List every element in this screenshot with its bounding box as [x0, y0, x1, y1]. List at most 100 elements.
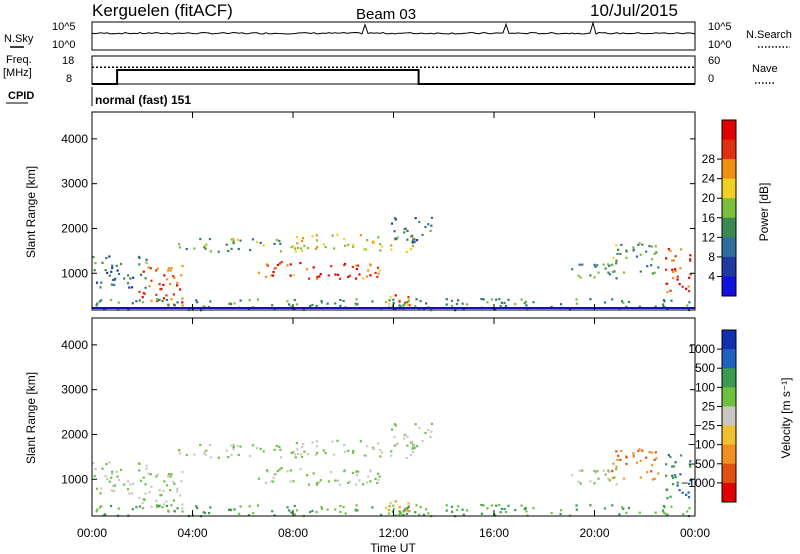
power-cell	[414, 217, 417, 220]
velocity-cell	[689, 479, 692, 482]
velocity-cell	[376, 472, 380, 475]
velocity-cell	[366, 445, 369, 448]
power-cell	[319, 273, 322, 276]
power-cell	[603, 301, 607, 304]
power-cell	[620, 243, 623, 247]
power-cell	[248, 299, 251, 302]
power-cell	[354, 277, 358, 280]
velocity-cell	[632, 455, 635, 458]
velocity-cell	[457, 505, 460, 508]
velocity-cell	[648, 450, 651, 454]
velocity-cell	[207, 511, 211, 515]
power-cell	[380, 245, 384, 248]
velocity-cell	[138, 462, 141, 465]
power-cell	[279, 242, 282, 245]
velocity-cell	[514, 508, 517, 512]
velocity-cell	[280, 466, 283, 470]
power-cell	[657, 266, 660, 269]
velocity-cell	[138, 505, 141, 508]
colorbar-tick-label: 4	[708, 269, 715, 283]
velocity-cell	[145, 464, 148, 467]
velocity-cell	[172, 480, 175, 484]
velocity-cell	[320, 507, 324, 510]
power-cell	[671, 268, 674, 271]
velocity-cell	[292, 451, 295, 454]
velocity-cell	[162, 489, 165, 493]
velocity-cell	[301, 443, 305, 446]
velocity-cell	[413, 444, 416, 447]
power-cell	[293, 298, 296, 302]
power-cell	[100, 281, 103, 284]
power-cell	[525, 304, 528, 307]
velocity-cell	[451, 510, 454, 513]
power-cell	[272, 270, 275, 274]
velocity-cell	[289, 480, 292, 483]
power-cell	[672, 270, 675, 274]
power-cell	[391, 304, 394, 307]
power-cell	[685, 287, 688, 290]
velocity-cell	[389, 502, 392, 505]
velocity-cell	[117, 507, 120, 510]
power-cell	[150, 279, 153, 282]
velocity-cell	[141, 507, 145, 510]
velocity-cell	[607, 477, 610, 480]
power-cell	[689, 254, 692, 257]
power-cell	[550, 305, 553, 309]
power-cell	[119, 262, 123, 266]
velocity-cell	[185, 453, 188, 457]
velocity-cell	[300, 445, 304, 449]
velocity-cell	[279, 448, 282, 451]
velocity-cell	[388, 505, 391, 508]
velocity-cell	[170, 504, 173, 507]
power-cell	[672, 259, 675, 262]
power-cell	[575, 302, 578, 305]
velocity-cell	[379, 455, 382, 458]
power-cell	[320, 300, 323, 303]
colorbar-segment	[722, 387, 736, 407]
velocity-cell	[611, 504, 614, 507]
velocity-cell	[336, 439, 339, 442]
power-cell	[273, 308, 276, 311]
power-cell	[105, 256, 108, 260]
power-cell	[602, 263, 605, 266]
velocity-cell	[99, 492, 102, 495]
power-cell	[641, 243, 644, 246]
velocity-cell	[581, 469, 584, 472]
velocity-cell	[306, 474, 309, 477]
power-cell	[256, 298, 260, 301]
velocity-cell	[639, 476, 642, 479]
velocity-cell	[594, 471, 597, 474]
velocity-cell	[339, 504, 342, 508]
power-cell	[157, 298, 161, 302]
power-cell	[390, 244, 393, 247]
power-cell	[145, 261, 148, 264]
power-cell	[378, 269, 381, 272]
power-cell	[195, 299, 198, 302]
power-cell	[95, 281, 99, 284]
power-cell	[247, 308, 251, 311]
power-cell	[303, 244, 306, 247]
power-cell	[376, 266, 380, 269]
power-cell	[289, 274, 292, 277]
power-cell	[390, 248, 393, 251]
velocity-cell	[273, 448, 276, 451]
velocity-cell	[356, 470, 360, 473]
power-cell	[144, 277, 147, 280]
velocity-cell	[427, 512, 430, 515]
velocity-cell	[232, 448, 235, 451]
power-cell	[172, 274, 175, 278]
velocity-cell	[111, 470, 114, 473]
velocity-cell	[405, 512, 409, 515]
power-cell	[366, 239, 369, 242]
velocity-cell	[688, 507, 691, 510]
power-cell	[625, 305, 628, 308]
power-cell	[367, 269, 370, 272]
velocity-cell	[251, 444, 254, 447]
power-cell	[156, 267, 159, 270]
velocity-cell	[117, 478, 121, 482]
velocity-cell	[271, 480, 275, 483]
velocity-cell	[407, 502, 410, 505]
power-cell	[109, 298, 113, 302]
colorbar-segment	[722, 368, 736, 388]
power-cell	[320, 301, 324, 304]
